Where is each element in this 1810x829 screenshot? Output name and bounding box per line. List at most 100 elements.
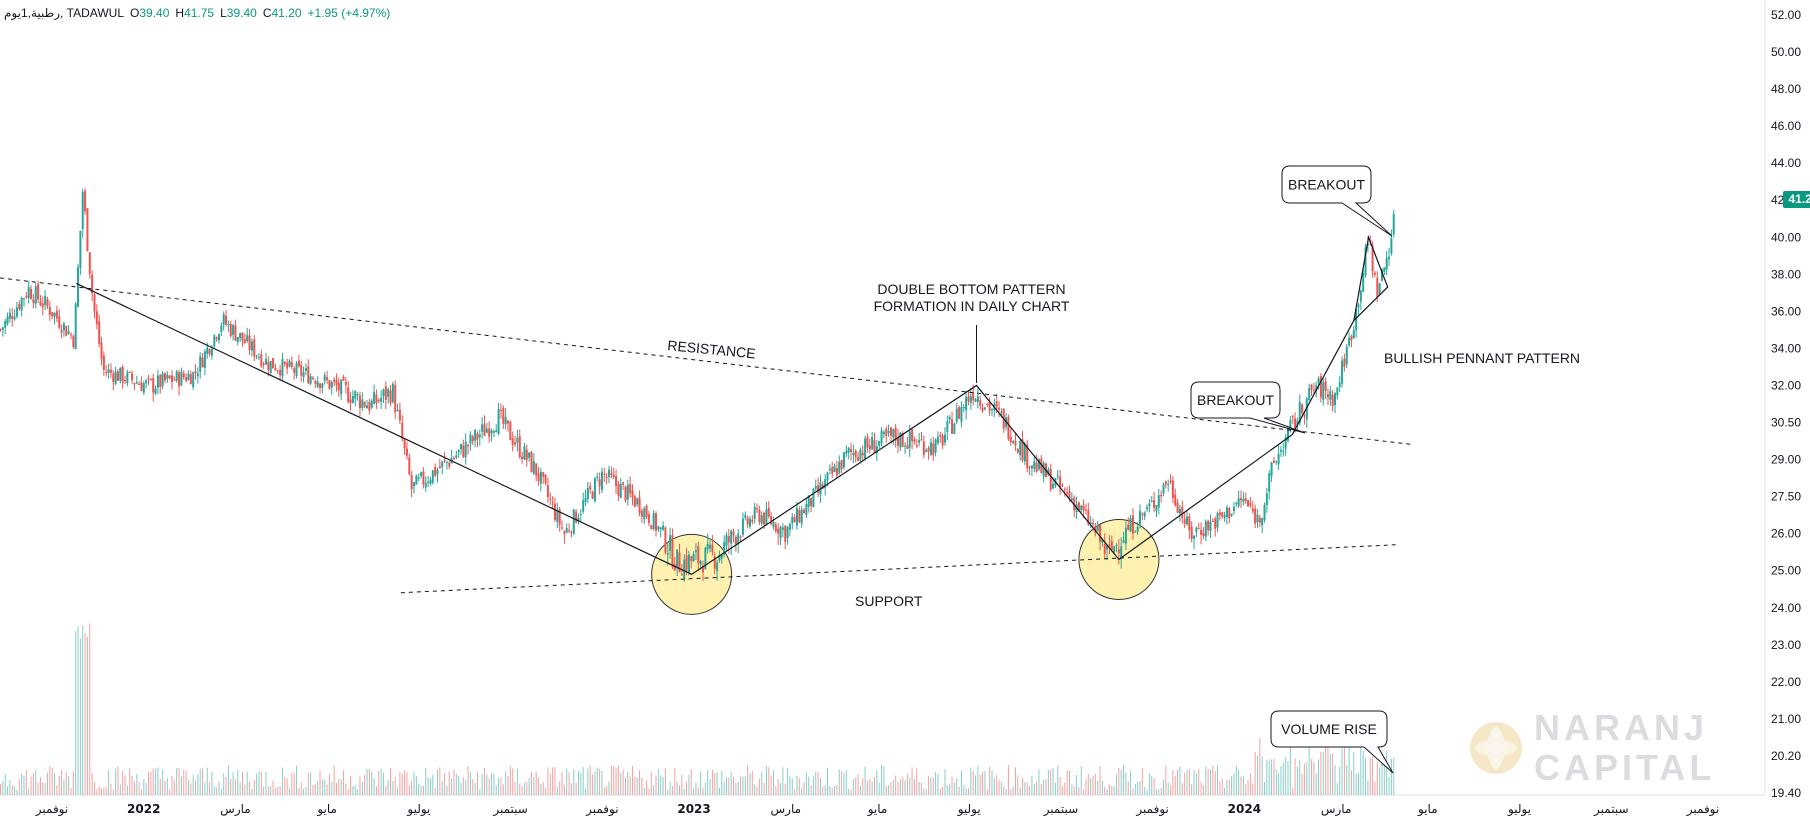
- volume-bar: [709, 779, 711, 795]
- volume-bar: [1099, 765, 1101, 795]
- candle-body: [800, 509, 803, 524]
- volume-bar: [632, 765, 634, 795]
- candle-body: [272, 357, 275, 369]
- volume-bar: [371, 771, 373, 795]
- volume-bar: [35, 769, 37, 795]
- candle-body: [1303, 415, 1306, 417]
- volume-bar: [1071, 784, 1073, 795]
- candle-body: [842, 452, 845, 468]
- volume-bar: [1198, 769, 1200, 795]
- volume-bar: [1299, 759, 1301, 795]
- candle-body: [636, 498, 639, 505]
- candle-body: [1162, 484, 1165, 494]
- candle-body: [361, 399, 364, 408]
- candle-body: [845, 450, 848, 454]
- volume-bar: [1367, 780, 1369, 795]
- candle-body: [678, 552, 681, 572]
- candle-body: [1345, 346, 1348, 365]
- candle-body: [58, 316, 61, 328]
- candle-body: [84, 190, 87, 212]
- candle-body: [612, 474, 615, 477]
- candle-body: [1378, 283, 1381, 295]
- volume-bar: [1052, 768, 1054, 795]
- candle-body: [850, 449, 853, 452]
- volume-bar: [460, 782, 462, 795]
- volume-bar: [676, 781, 678, 795]
- candle-body: [650, 525, 653, 530]
- volume-bar: [39, 777, 41, 795]
- candle-body: [1331, 394, 1334, 407]
- candle-body: [1357, 304, 1360, 308]
- breakout-callout-top-text: BREAKOUT: [1288, 177, 1365, 193]
- price-tick-label: 29.00: [1771, 453, 1801, 467]
- volume-bar: [1292, 787, 1294, 795]
- candle-body: [300, 364, 303, 376]
- volume-bar: [493, 774, 495, 795]
- volume-bar: [1141, 768, 1143, 795]
- volume-bar: [923, 788, 925, 795]
- candle-body: [27, 287, 30, 298]
- candle-body: [116, 371, 119, 381]
- volume-bar: [944, 769, 946, 795]
- volume-bar: [1264, 782, 1266, 795]
- candle-body: [208, 349, 211, 355]
- volume-bar: [122, 770, 124, 795]
- candle-body: [1155, 504, 1158, 512]
- volume-bar: [1235, 766, 1237, 795]
- candle-body: [410, 474, 413, 490]
- candle-body: [156, 375, 159, 388]
- candle-body: [182, 373, 185, 378]
- candle-body: [95, 311, 98, 325]
- time-tick-label: 2022: [127, 802, 160, 816]
- candle-body: [958, 407, 961, 419]
- volume-bar: [1325, 744, 1327, 795]
- volume-bar: [636, 777, 638, 795]
- candle-body: [838, 462, 841, 474]
- volume-bar: [958, 786, 960, 795]
- volume-bar: [232, 772, 234, 795]
- volume-bar: [838, 769, 840, 795]
- volume-bar: [274, 788, 276, 795]
- volume-bar: [559, 781, 561, 795]
- candle-body: [659, 527, 662, 530]
- candle-body: [264, 358, 267, 365]
- volume-bar: [596, 767, 598, 795]
- symbol-label[interactable]: رطبية,1يوم, TADAWUL: [4, 6, 125, 20]
- volume-bar: [37, 782, 39, 795]
- volume-bar: [1311, 759, 1313, 795]
- time-tick-label: نوفمبر: [1135, 802, 1168, 817]
- candle-body: [1350, 336, 1353, 341]
- candle-body: [1228, 508, 1231, 519]
- time-tick-label: نوفمبر: [585, 802, 618, 817]
- candle-body: [1, 327, 4, 330]
- volume-bar: [1005, 788, 1007, 795]
- candle-body: [1190, 526, 1193, 539]
- volume-bar: [432, 774, 434, 795]
- volume-bar: [326, 784, 328, 795]
- volume-bar: [831, 787, 833, 795]
- candle-body: [1138, 511, 1141, 524]
- volume-bar: [1303, 763, 1305, 795]
- volume-bar: [169, 789, 171, 795]
- candle-body: [309, 376, 312, 384]
- volume-bar: [98, 786, 100, 795]
- volume-bar: [112, 789, 114, 795]
- volume-bar: [495, 784, 497, 795]
- candle-body: [518, 435, 521, 457]
- candle-body: [1181, 506, 1184, 519]
- candle-body: [553, 503, 556, 520]
- volume-bar: [608, 781, 610, 795]
- candle-body: [445, 461, 448, 463]
- time-tick-label: مارس: [1321, 802, 1352, 817]
- candle-body: [1195, 527, 1198, 532]
- candle-body: [1122, 540, 1125, 543]
- breakout-callout-mid-text: BREAKOUT: [1197, 392, 1274, 408]
- candle-body: [232, 325, 235, 335]
- candle-body: [1023, 444, 1026, 462]
- volume-bar: [375, 786, 377, 795]
- volume-bar: [437, 769, 439, 795]
- candle-body: [748, 519, 751, 527]
- candle-body: [1237, 498, 1240, 506]
